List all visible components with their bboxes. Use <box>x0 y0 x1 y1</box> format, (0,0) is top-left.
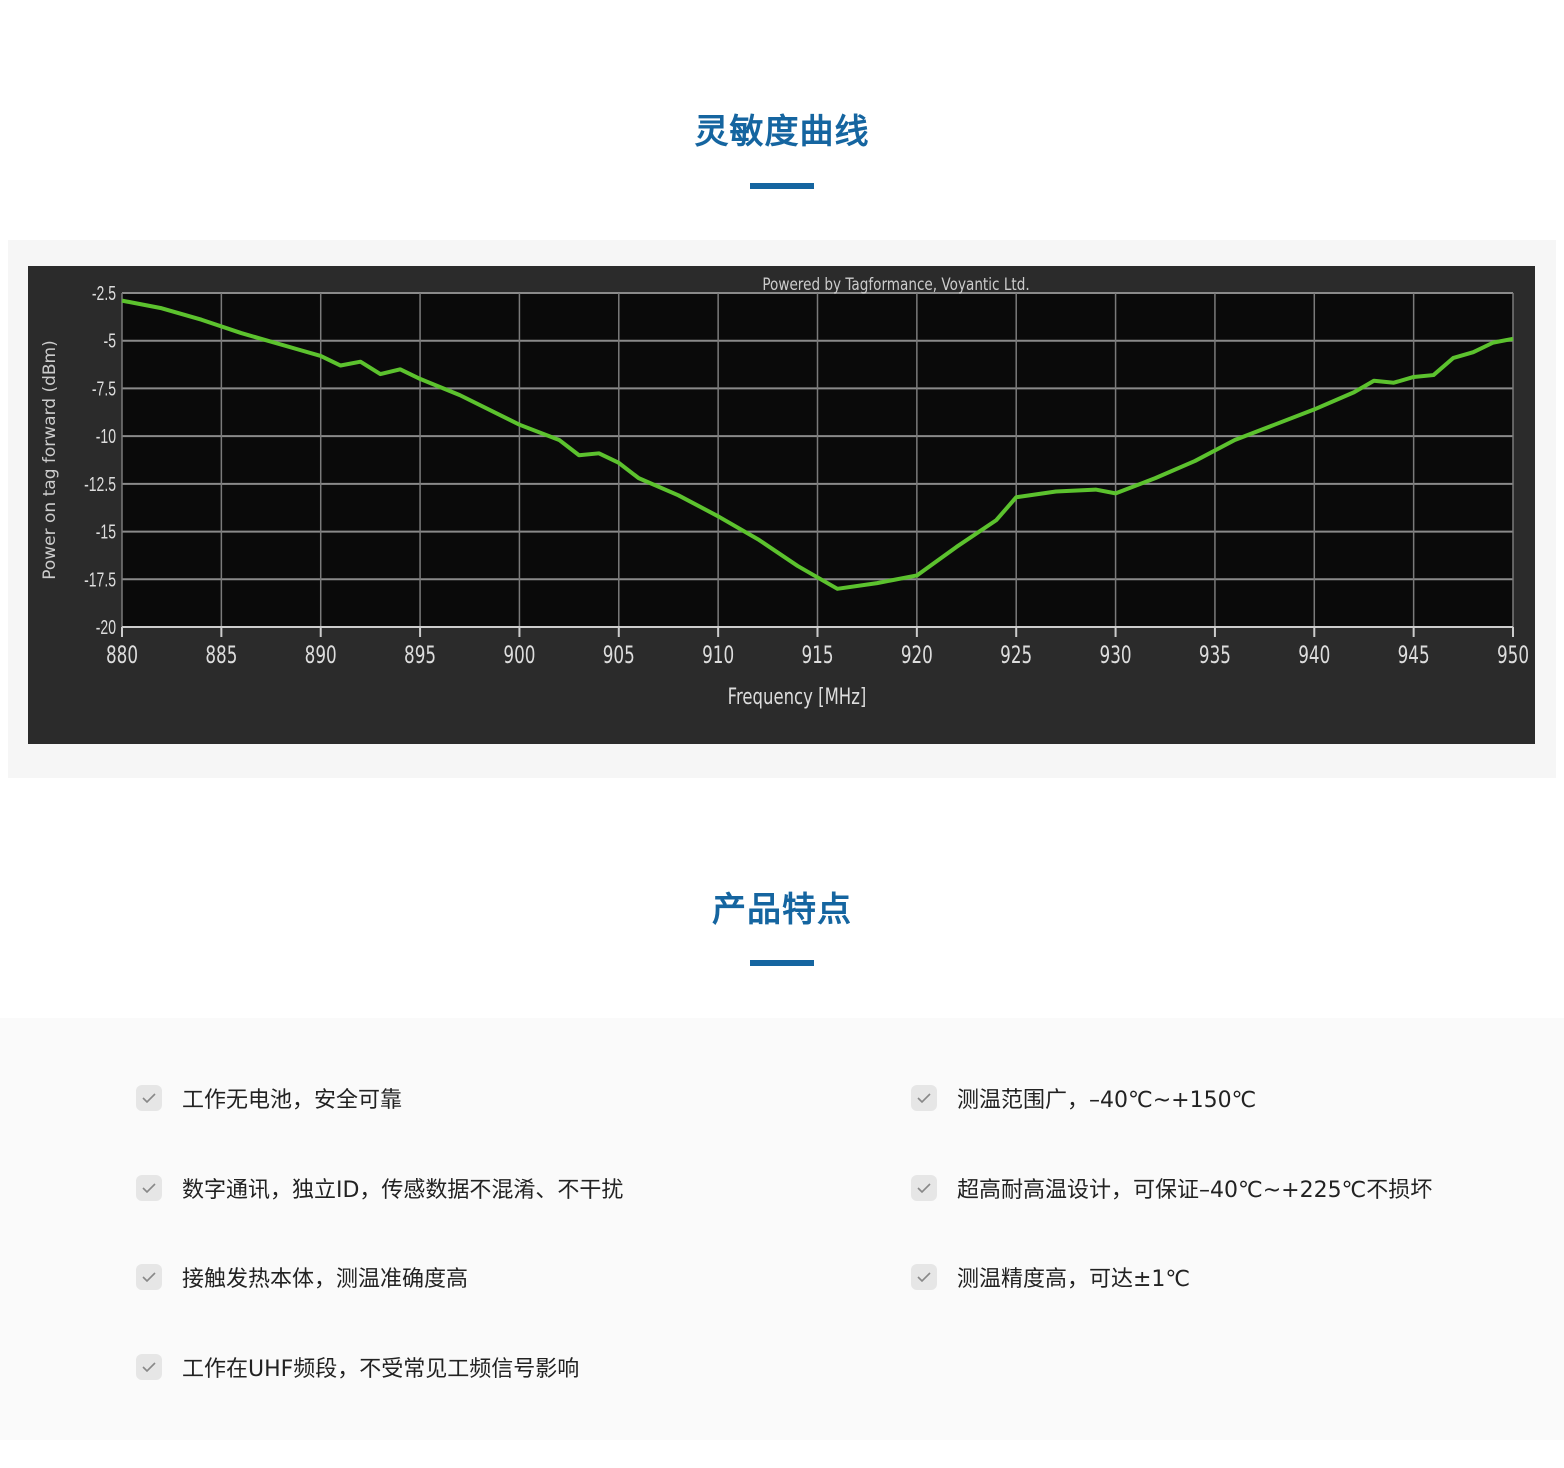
feature-text: 工作在UHF频段，不受常见工频信号影响 <box>182 1356 580 1382</box>
feature-item: 接触发热本体，测温准确度高 <box>136 1261 468 1293</box>
title-underline <box>750 960 814 966</box>
feature-text: 测温精度高，可达±1℃ <box>957 1267 1191 1292</box>
x-tick-label: 915 <box>801 641 833 669</box>
check-icon <box>911 1085 937 1111</box>
feature-item: 超高耐高温设计，可保证–40℃~+225℃不损坏 <box>911 1172 1432 1204</box>
sensitivity-chart: -2.5 -5 -7.5 -10 -12.5 -15 -17.5 -20 880 885 890 89… <box>28 266 1535 744</box>
feature-text: 数字通讯，独立ID，传感数据不混淆、不干扰 <box>182 1177 624 1203</box>
x-tick-label: 950 <box>1497 641 1529 669</box>
y-tick-label: -20 <box>96 615 116 638</box>
check-icon <box>136 1085 162 1111</box>
x-tick-label: 945 <box>1398 641 1430 669</box>
feature-item: 测温范围广，–40℃~+150℃ <box>911 1082 1256 1114</box>
x-tick-label: 925 <box>1000 641 1032 669</box>
check-icon <box>911 1174 937 1201</box>
y-axis-label: Power on tag forward (dBm) <box>40 340 60 580</box>
check-icon <box>911 1264 937 1290</box>
section-title-sensitivity: 灵敏度曲线 <box>694 112 870 152</box>
chart-container: -2.5 -5 -7.5 -10 -12.5 -15 -17.5 -20 880 885 890 89… <box>8 240 1556 778</box>
title-underline <box>750 183 814 189</box>
y-tick-label: -2.5 <box>92 281 116 304</box>
x-tick-label: 930 <box>1100 641 1132 669</box>
x-tick-label: 895 <box>404 641 436 669</box>
features-list: 工作无电池，安全可靠数字通讯，独立ID，传感数据不混淆、不干扰 接触发热本体，测温… <box>0 1018 1564 1440</box>
y-tick-label: -17.5 <box>84 568 116 591</box>
feature-text: 超高耐高温设计，可保证–40℃~+225℃不损坏 <box>957 1177 1433 1203</box>
check-icon <box>136 1353 162 1380</box>
feature-item: 测温精度高，可达±1℃ <box>911 1261 1190 1293</box>
check-icon <box>136 1264 162 1290</box>
x-tick-label: 935 <box>1199 641 1231 669</box>
feature-text: 接触发热本体，测温准确度高 <box>182 1267 469 1292</box>
feature-text: 工作无电池，安全可靠 <box>182 1088 403 1113</box>
feature-item: 数字通讯，独立ID，传感数据不混淆、不干扰 <box>136 1172 623 1204</box>
x-tick-label: 905 <box>603 641 635 669</box>
watermark-text: Powered by Tagformance, Voyantic Ltd. <box>762 275 1029 295</box>
x-tick-label: 890 <box>305 641 337 669</box>
x-tick-label: 910 <box>702 641 734 669</box>
x-tick-label: 900 <box>503 641 535 669</box>
x-axis-label: Frequency [MHz] <box>728 684 867 710</box>
sensitivity-curve <box>121 298 1514 591</box>
y-tick-label: -10 <box>96 425 116 448</box>
y-tick-label: -7.5 <box>92 377 116 400</box>
feature-text: 测温范围广，–40℃~+150℃ <box>957 1088 1257 1113</box>
x-tick-label: 920 <box>901 641 933 669</box>
x-tick-label: 940 <box>1298 641 1330 669</box>
y-tick-label: -12.5 <box>84 472 116 495</box>
feature-item: 工作在UHF频段，不受常见工频信号影响 <box>136 1351 579 1383</box>
x-tick-label: 885 <box>205 641 237 669</box>
y-tick-label: -5 <box>104 329 116 352</box>
feature-item: 工作无电池，安全可靠 <box>136 1082 402 1114</box>
check-icon <box>136 1174 162 1201</box>
section-title-features: 产品特点 <box>712 890 852 930</box>
y-tick-label: -15 <box>96 520 116 543</box>
x-tick-label: 880 <box>106 641 138 669</box>
